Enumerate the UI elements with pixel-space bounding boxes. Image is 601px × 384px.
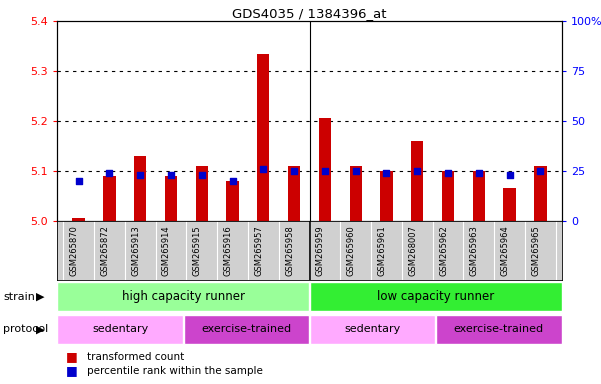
Text: exercise-trained: exercise-trained — [201, 324, 291, 334]
Text: GSM265958: GSM265958 — [285, 225, 294, 276]
Text: GSM265957: GSM265957 — [254, 225, 263, 276]
FancyBboxPatch shape — [310, 282, 561, 311]
Bar — [504, 189, 516, 221]
Point — [258, 166, 268, 172]
Text: GSM265961: GSM265961 — [377, 225, 386, 276]
Point — [320, 168, 330, 174]
Point — [351, 168, 361, 174]
Point — [228, 178, 237, 184]
Text: GSM265915: GSM265915 — [193, 225, 202, 276]
Text: GSM265872: GSM265872 — [100, 225, 109, 276]
Text: transformed count: transformed count — [87, 352, 185, 362]
Bar — [534, 166, 546, 221]
Point — [105, 170, 114, 176]
Text: percentile rank within the sample: percentile rank within the sample — [87, 366, 263, 376]
Text: exercise-trained: exercise-trained — [454, 324, 544, 334]
Bar — [380, 171, 392, 221]
Text: GSM265870: GSM265870 — [70, 225, 79, 276]
Text: GSM265914: GSM265914 — [162, 225, 171, 276]
Text: high capacity runner: high capacity runner — [122, 290, 245, 303]
Text: ▶: ▶ — [36, 324, 44, 334]
Point — [474, 170, 484, 176]
Point — [382, 170, 391, 176]
Text: sedentary: sedentary — [344, 324, 401, 334]
Bar — [103, 176, 115, 221]
Text: strain: strain — [3, 291, 35, 302]
Bar — [350, 166, 362, 221]
Text: GSM265963: GSM265963 — [470, 225, 479, 276]
Text: GSM268007: GSM268007 — [408, 225, 417, 276]
Text: sedentary: sedentary — [92, 324, 148, 334]
Text: ■: ■ — [66, 350, 78, 363]
Text: ■: ■ — [66, 364, 78, 377]
Text: protocol: protocol — [3, 324, 48, 334]
Bar — [165, 176, 177, 221]
Point — [535, 168, 545, 174]
Bar — [288, 166, 300, 221]
FancyBboxPatch shape — [310, 314, 435, 344]
Bar — [257, 54, 269, 221]
Point — [289, 168, 299, 174]
Bar — [319, 119, 331, 221]
Text: ▶: ▶ — [36, 291, 44, 302]
Text: GSM265964: GSM265964 — [501, 225, 510, 276]
Title: GDS4035 / 1384396_at: GDS4035 / 1384396_at — [232, 7, 387, 20]
Point — [135, 172, 145, 178]
Text: GSM265965: GSM265965 — [531, 225, 540, 276]
Text: GSM265960: GSM265960 — [347, 225, 356, 276]
Bar — [472, 171, 485, 221]
Text: low capacity runner: low capacity runner — [377, 290, 495, 303]
FancyBboxPatch shape — [436, 314, 561, 344]
FancyBboxPatch shape — [184, 314, 309, 344]
FancyBboxPatch shape — [58, 314, 183, 344]
Point — [74, 178, 84, 184]
Point — [166, 172, 176, 178]
Point — [443, 170, 453, 176]
Text: GSM265959: GSM265959 — [316, 225, 325, 276]
FancyBboxPatch shape — [58, 282, 309, 311]
Bar — [442, 171, 454, 221]
Text: GSM265962: GSM265962 — [439, 225, 448, 276]
Bar — [134, 156, 147, 221]
Bar — [227, 181, 239, 221]
Bar — [195, 166, 208, 221]
Bar — [411, 141, 424, 221]
Point — [197, 172, 207, 178]
Text: GSM265913: GSM265913 — [131, 225, 140, 276]
Point — [412, 168, 422, 174]
Text: GSM265916: GSM265916 — [224, 225, 233, 276]
Bar — [73, 218, 85, 221]
Point — [505, 172, 514, 178]
